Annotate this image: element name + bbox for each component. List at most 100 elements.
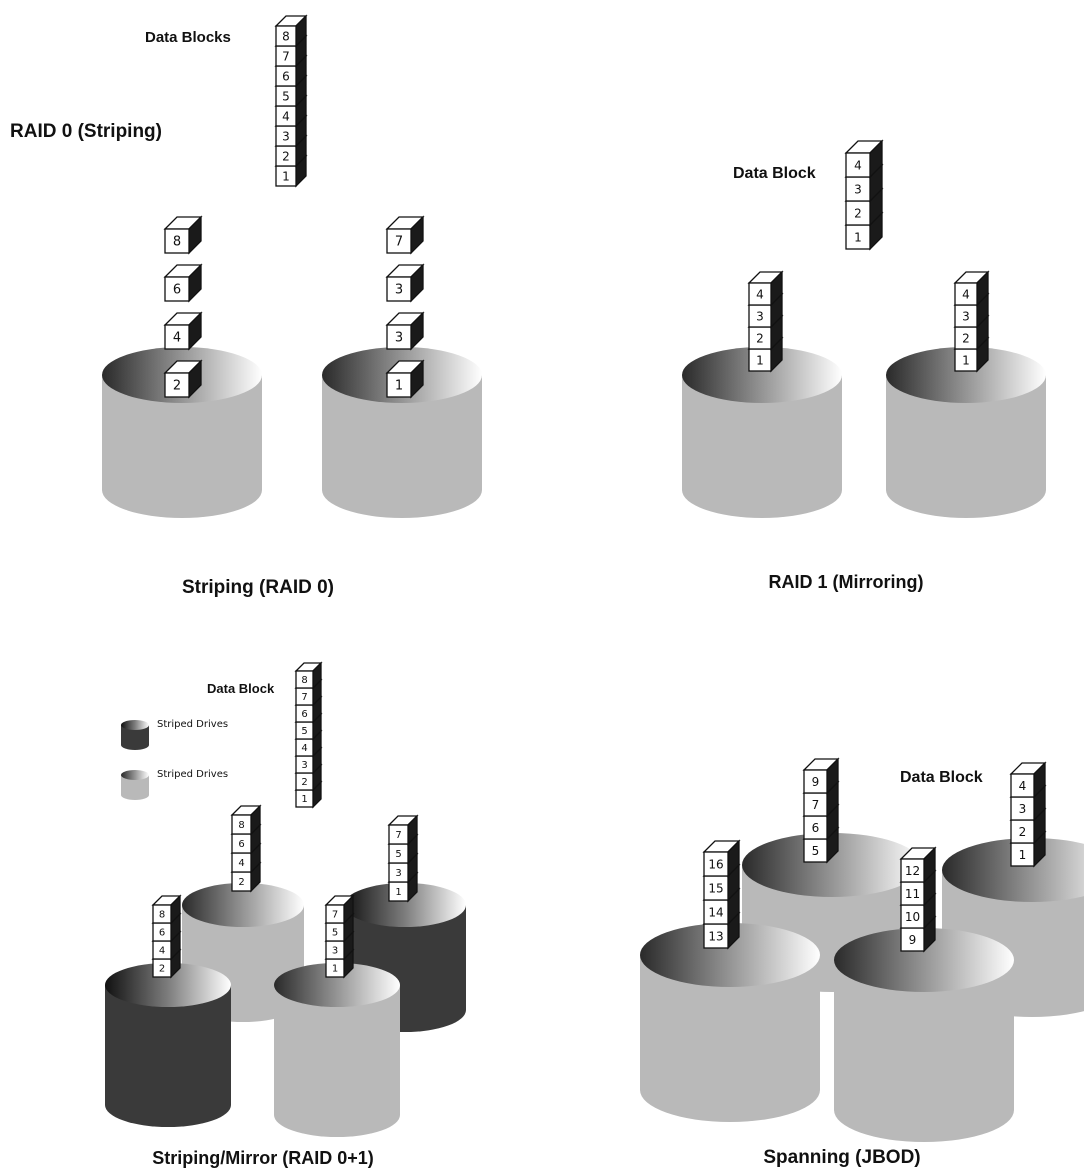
block-label: 2 bbox=[238, 877, 244, 888]
block-label: 1 bbox=[301, 794, 307, 805]
drive-body bbox=[102, 375, 262, 518]
block-label: 2 bbox=[301, 777, 307, 788]
block-label: 9 bbox=[812, 775, 820, 789]
block-label: 2 bbox=[282, 149, 290, 163]
raid0-caption: Striping (RAID 0) bbox=[182, 577, 334, 598]
legend-item-dark: Striped Drives bbox=[121, 719, 228, 750]
block-label: 1 bbox=[1019, 848, 1027, 862]
block-label: 3 bbox=[395, 283, 403, 298]
raid1-panel: Data Block RAID 1 (Mirroring) bbox=[682, 165, 1046, 592]
block-label: 4 bbox=[1019, 779, 1027, 793]
jbod-caption: Spanning (JBOD) bbox=[763, 1147, 920, 1168]
block-label: 7 bbox=[282, 49, 290, 63]
block-label: 3 bbox=[395, 868, 401, 879]
block-label: 3 bbox=[332, 946, 338, 957]
raid0-drive-b-block: 3 bbox=[385, 263, 425, 303]
block-label: 4 bbox=[854, 158, 862, 172]
block-label: 1 bbox=[756, 353, 764, 367]
block-label: 8 bbox=[173, 235, 181, 250]
block-label: 4 bbox=[159, 946, 165, 957]
block-label: 6 bbox=[173, 283, 181, 298]
raid0-source-label: Data Blocks bbox=[145, 29, 231, 46]
raid01-drive-front-right bbox=[274, 963, 400, 1137]
block-label: 1 bbox=[395, 379, 403, 394]
block-label: 7 bbox=[395, 235, 403, 250]
raid01-source-block: 8 bbox=[294, 661, 323, 690]
raid01-panel: Data Block Striped Drives Striped Drives bbox=[105, 681, 466, 1168]
block-label: 1 bbox=[854, 230, 862, 244]
block-label: 3 bbox=[1019, 802, 1027, 816]
legend-item-light: Striped Drives bbox=[121, 769, 228, 800]
block-label: 6 bbox=[812, 821, 820, 835]
block-label: 5 bbox=[395, 849, 401, 860]
jbod-drive-front-left bbox=[640, 923, 820, 1122]
block-label: 3 bbox=[962, 309, 970, 323]
block-label: 15 bbox=[708, 881, 723, 895]
block-label: 6 bbox=[159, 928, 165, 939]
block-label: 3 bbox=[282, 129, 290, 143]
block-label: 6 bbox=[301, 709, 307, 720]
raid01-legend: Striped Drives Striped Drives bbox=[121, 719, 228, 800]
block-label: 10 bbox=[905, 910, 920, 924]
drive-body bbox=[682, 375, 842, 518]
block-label: 16 bbox=[708, 857, 723, 871]
raid0-drive-a-block: 6 bbox=[163, 263, 203, 303]
jbod-drive-2-block: 9 bbox=[802, 757, 840, 795]
raid01-back-left-block: 8 bbox=[230, 804, 262, 836]
raid1-drive-b-block: 4 bbox=[953, 270, 990, 307]
block-label: 6 bbox=[238, 839, 244, 850]
block-label: 2 bbox=[854, 206, 862, 220]
drive-top bbox=[886, 347, 1046, 403]
block-label: 2 bbox=[159, 964, 165, 975]
drive-top bbox=[682, 347, 842, 403]
block-label: 7 bbox=[812, 798, 820, 812]
block-label: 7 bbox=[301, 692, 307, 703]
block-label: 2 bbox=[756, 331, 764, 345]
block-label: 8 bbox=[282, 29, 290, 43]
block-label: 7 bbox=[332, 910, 338, 921]
block-label: 8 bbox=[159, 910, 165, 921]
block-label: 3 bbox=[756, 309, 764, 323]
raid1-drive-a-block: 4 bbox=[747, 270, 784, 307]
drive-body bbox=[886, 375, 1046, 518]
raid0-drive-a-block: 2 bbox=[163, 359, 203, 399]
block-label: 14 bbox=[708, 905, 723, 919]
raid0-source-block: 8 bbox=[274, 14, 308, 48]
block-label: 8 bbox=[301, 675, 307, 686]
block-label: 1 bbox=[962, 353, 970, 367]
raid1-drive-a bbox=[682, 347, 842, 518]
block-label: 3 bbox=[395, 331, 403, 346]
drive-body bbox=[322, 375, 482, 518]
block-label: 6 bbox=[282, 69, 290, 83]
block-label: 4 bbox=[173, 331, 181, 346]
raid0-drive-b-block: 1 bbox=[385, 359, 425, 399]
raid1-source-block: 4 bbox=[844, 139, 884, 179]
raid1-source-label: Data Block bbox=[733, 165, 816, 182]
block-label: 11 bbox=[905, 887, 920, 901]
block-label: 1 bbox=[282, 169, 290, 183]
block-label: 4 bbox=[756, 287, 764, 301]
raid0-drive-b-block: 3 bbox=[385, 311, 425, 351]
jbod-drive-1-block: 16 bbox=[702, 839, 741, 878]
raid0-title: RAID 0 (Striping) bbox=[10, 121, 162, 142]
raid0-drive-b-block: 7 bbox=[385, 215, 425, 255]
block-label: 9 bbox=[909, 933, 917, 947]
block-label: 3 bbox=[301, 760, 307, 771]
block-label: 4 bbox=[962, 287, 970, 301]
jbod-drive-3-block: 12 bbox=[899, 846, 937, 884]
block-label: 12 bbox=[905, 864, 920, 878]
block-label: 5 bbox=[332, 928, 338, 939]
block-label: 4 bbox=[282, 109, 290, 123]
jbod-drive-front-right bbox=[834, 928, 1014, 1142]
block-label: 13 bbox=[708, 929, 723, 943]
raid0-drive-a-block: 8 bbox=[163, 215, 203, 255]
block-label: 4 bbox=[301, 743, 307, 754]
block-label: 2 bbox=[962, 331, 970, 345]
jbod-panel: Data Block Spanning (JBOD) bbox=[640, 769, 1084, 1168]
block-label: 4 bbox=[238, 858, 244, 869]
raid1-drive-b bbox=[886, 347, 1046, 518]
raid01-caption: Striping/Mirror (RAID 0+1) bbox=[152, 1148, 374, 1168]
raid01-drive-front-left bbox=[105, 963, 231, 1127]
